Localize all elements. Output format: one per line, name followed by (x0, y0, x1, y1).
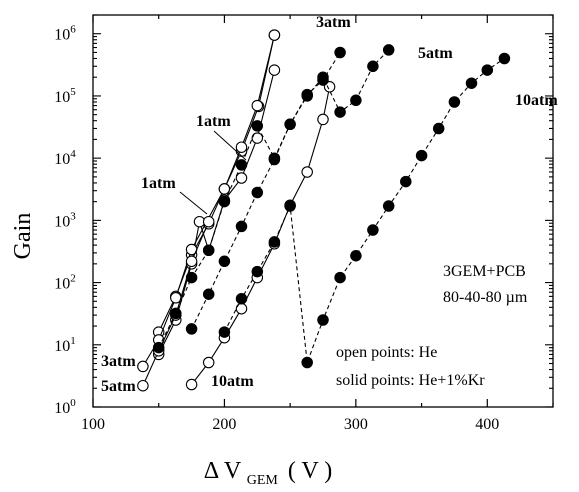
ann-config-2: 80-40-80 µm (443, 289, 528, 306)
y-tick-label: 102 (54, 273, 76, 293)
series-line (142, 34, 275, 367)
x-axis-title-sub: GEM (247, 473, 279, 488)
data-point (367, 224, 379, 236)
data-point (498, 52, 511, 65)
x-tick-label: 300 (344, 416, 368, 433)
data-point (382, 44, 395, 56)
data-point (382, 200, 395, 212)
data-point (170, 307, 182, 320)
data-point (367, 60, 379, 73)
ann-config-1: 3GEM+PCB (443, 263, 526, 280)
series-solid-3atm (152, 46, 346, 354)
x-axis-title-main: Δ V (204, 458, 242, 484)
data-point (268, 29, 281, 41)
series-solid-5atm (185, 44, 395, 335)
ann-3atm-bottom: 3atm (101, 353, 136, 370)
data-point (268, 236, 281, 248)
ann-5atm-top: 5atm (418, 45, 453, 62)
data-point (284, 200, 296, 212)
y-tick-label: 106 (54, 24, 76, 44)
data-point (268, 64, 281, 76)
data-point (218, 255, 231, 268)
data-point (218, 326, 231, 338)
x-axis-title-unit: ( V ) (288, 458, 332, 484)
y-tick-label: 105 (54, 86, 76, 106)
data-point (185, 378, 198, 391)
series-open-3atm (137, 29, 281, 373)
x-tick-label: 400 (475, 416, 499, 433)
series-line (158, 52, 341, 348)
data-point (137, 360, 149, 373)
series-line (142, 221, 210, 386)
series-open-5atm (137, 215, 215, 392)
data-point (152, 341, 165, 354)
data-point (284, 118, 296, 131)
ann-1atm-a: 1atm (196, 113, 231, 130)
y-axis-title: Gain (10, 213, 36, 260)
data-point (202, 356, 215, 369)
ann-10atm-bottom: 10atm (211, 373, 254, 390)
ann-legend-solid: solid points: He+1%Kr (336, 372, 485, 389)
data-point (317, 113, 329, 126)
data-point (202, 215, 215, 228)
data-point (251, 186, 264, 199)
y-tick-label: 101 (54, 335, 76, 355)
data-point (185, 271, 198, 284)
data-point (448, 96, 461, 108)
y-tick-label: 104 (54, 148, 76, 168)
data-point (317, 71, 329, 83)
data-point (415, 149, 428, 162)
data-point (202, 244, 215, 257)
leader-line-1atm-b (179, 191, 208, 215)
series-line (158, 34, 275, 333)
y-tick-label: 100 (54, 397, 76, 417)
data-point (301, 90, 313, 102)
data-point (465, 77, 478, 89)
data-point (334, 106, 346, 118)
data-point (334, 271, 346, 284)
data-point (185, 255, 198, 268)
x-tick-label: 100 (81, 416, 105, 433)
data-point (268, 153, 281, 166)
plot-frame (92, 14, 554, 408)
data-point (317, 314, 329, 326)
data-point (251, 132, 264, 144)
data-point (301, 356, 313, 369)
data-point (481, 64, 494, 76)
data-point (185, 323, 198, 335)
ann-1atm-b: 1atm (141, 175, 176, 192)
data-point (251, 265, 264, 278)
ann-10atm-top: 10atm (515, 92, 558, 109)
data-point (218, 183, 231, 195)
data-point (235, 172, 248, 184)
data-point (334, 46, 346, 59)
data-point (350, 94, 362, 107)
data-point (235, 220, 248, 233)
plot-layer (137, 29, 511, 392)
x-axis-title: Δ V GEM ( V ) (204, 458, 333, 490)
series-line (191, 86, 331, 385)
data-point (235, 141, 248, 153)
ann-legend-open: open points: He (336, 344, 437, 361)
data-point (235, 292, 248, 305)
data-point (251, 120, 264, 132)
data-point (400, 175, 412, 188)
ann-5atm-bottom: 5atm (101, 378, 136, 395)
series-solid-10atm (218, 52, 511, 369)
axes-layer: 100 200 300 400 100 101 102 103 104 105 106 (54, 14, 554, 433)
data-point (137, 379, 149, 392)
ann-3atm-top: 3atm (316, 14, 351, 31)
annotations-layer: 3atm 5atm 10atm 1atm 1atm 3atm 5atm 10atm 3GEM+P… (101, 14, 558, 395)
x-tick-label: 200 (212, 416, 236, 433)
leader-line-1atm-a (213, 130, 247, 161)
data-point (301, 166, 313, 178)
data-point (432, 122, 445, 135)
data-point (218, 195, 231, 208)
y-tick-label: 103 (54, 210, 76, 230)
data-point (235, 159, 248, 171)
data-point (202, 288, 215, 300)
data-point (251, 99, 264, 112)
data-point (350, 249, 362, 262)
